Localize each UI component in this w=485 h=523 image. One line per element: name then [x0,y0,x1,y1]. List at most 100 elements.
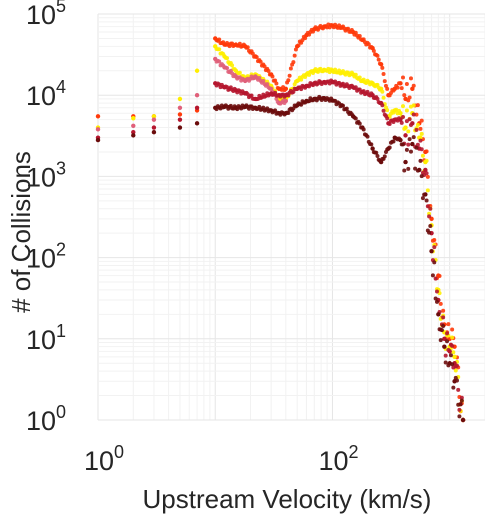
data-point [217,37,222,42]
data-point [418,138,423,143]
data-point [443,360,448,365]
data-point [432,245,437,250]
data-point [151,125,157,130]
data-point [403,159,408,165]
data-point [424,149,429,154]
data-point [380,89,385,94]
data-point [177,105,183,110]
data-point [419,147,424,152]
series-5 [95,94,466,423]
data-point [448,353,453,358]
data-point [407,137,412,142]
data-point [418,126,423,131]
data-point [194,93,200,98]
data-point [95,114,101,119]
data-point [452,354,457,360]
data-point [287,73,292,78]
data-point [398,111,403,116]
data-point [404,108,409,113]
data-point [265,82,270,87]
data-point [407,95,412,100]
data-point [177,96,183,102]
data-point [217,59,222,64]
data-point [131,133,136,138]
data-point [403,125,408,130]
data-point [398,81,403,86]
data-point [450,343,455,348]
data-point [357,75,362,80]
data-point [450,335,455,340]
data-point [254,55,259,60]
x-tick-label: 100 [84,442,124,476]
data-point [438,301,443,306]
data-point [194,68,200,73]
data-point [291,89,296,94]
data-point [95,127,101,132]
data-point [430,273,435,278]
data-point [424,171,429,176]
data-point [413,166,418,171]
data-point [225,56,230,61]
data-point [344,106,349,111]
data-point [451,350,456,355]
data-point [400,142,405,147]
data-point [450,362,455,367]
data-point [291,60,296,65]
data-point [415,122,420,127]
data-point [418,135,423,140]
data-point [177,112,183,117]
data-point [419,118,424,123]
data-point [410,121,415,126]
data-point [434,289,439,294]
data-point [398,117,403,122]
data-point [353,85,358,90]
y-tick-label: 103 [26,158,66,192]
data-point [177,125,183,130]
data-point [441,315,446,320]
data-point [395,85,400,90]
data-point [433,276,438,281]
data-point [427,214,432,219]
y-tick-label: 101 [26,321,66,355]
data-point [371,48,376,53]
y-tick-label: 100 [26,402,66,436]
data-point [411,103,416,108]
data-point [459,395,464,400]
data-point [423,167,428,173]
data-point [443,353,448,358]
data-point [346,26,351,31]
data-point [404,147,409,152]
data-point [273,108,278,113]
data-point [420,196,425,201]
x-axis-label: Upstream Velocity (km/s) [143,484,432,514]
data-point [131,130,136,135]
data-point [257,104,262,109]
data-point [425,174,430,179]
data-point [382,79,387,84]
data-point [420,153,425,158]
data-point [273,78,278,83]
data-point [353,72,358,77]
data-point [374,150,379,155]
data-point [266,69,271,74]
data-point [250,51,255,56]
data-point [385,86,390,91]
data-point [399,120,404,125]
data-point [387,122,392,127]
data-point [442,344,447,349]
data-point [457,407,462,412]
data-point [436,312,441,317]
data-point [357,121,362,126]
data-point [217,47,222,52]
data-point [376,57,381,62]
data-point [424,158,429,163]
data-point [366,42,371,47]
data-point [406,129,411,134]
data-point [419,174,424,179]
data-point [261,79,266,84]
data-point [365,134,370,139]
data-point [456,387,461,392]
data-point [411,83,416,88]
data-point [428,206,433,211]
